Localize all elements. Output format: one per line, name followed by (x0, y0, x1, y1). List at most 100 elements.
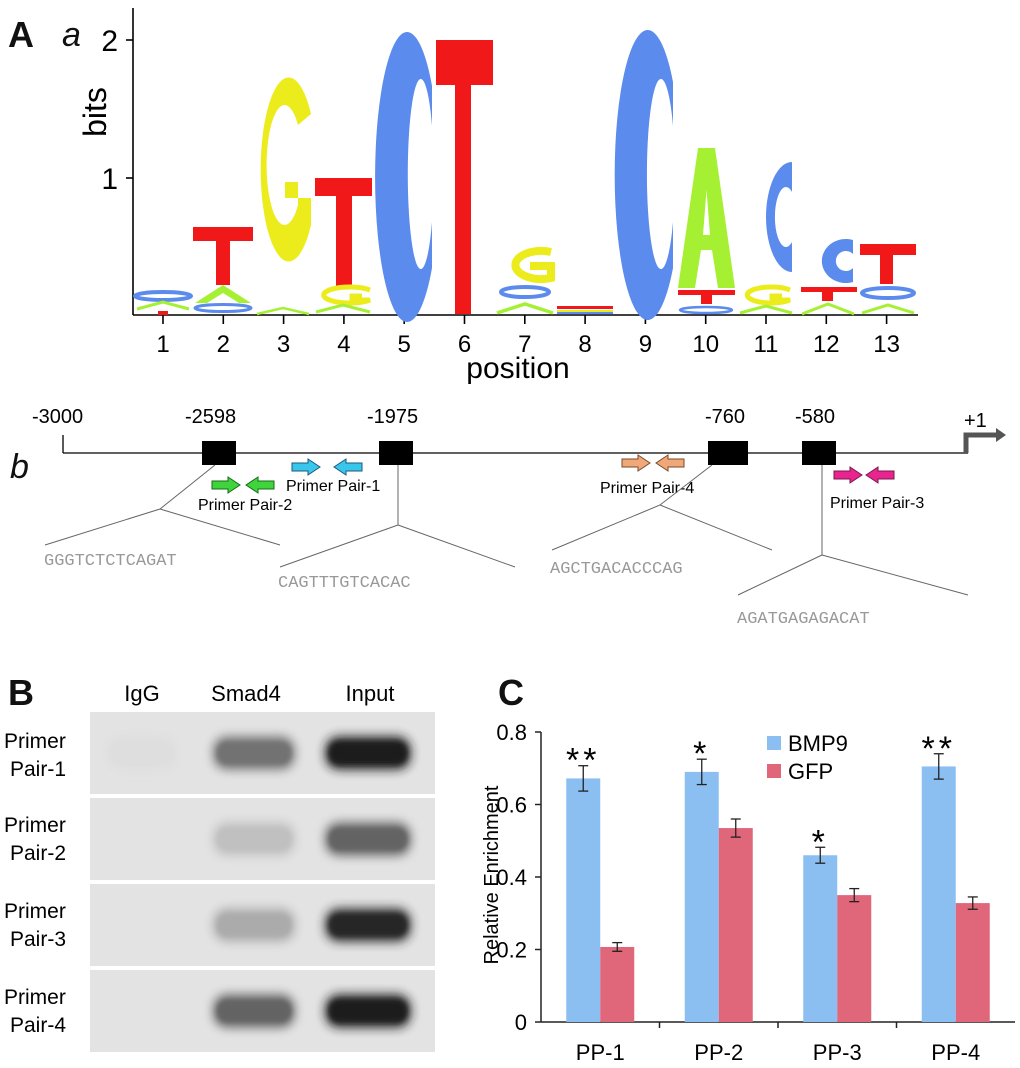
error-bar (578, 765, 589, 792)
sequence-1: GGGTCTCTCAGAT (44, 552, 177, 571)
logo-pos-5-stack (375, 31, 432, 323)
legend-label-bmp9: BMP9 (788, 731, 848, 756)
legend-swatch-gfp (767, 764, 781, 778)
chart-ytick-label: 0.4 (496, 865, 527, 890)
binding-site-580 (802, 441, 836, 465)
binding-site-2598 (202, 441, 236, 465)
tss-arrow (963, 432, 1000, 453)
logo-pos-6-stack (436, 40, 493, 314)
lane-label-input: Input (346, 681, 395, 706)
primer-pair-3-label: Primer Pair-3 (830, 495, 924, 512)
gel-band (329, 914, 407, 936)
gel-band (217, 914, 291, 936)
significance-marker: ** (566, 742, 600, 780)
logo-pos-10-stack (678, 148, 735, 315)
error-bar (815, 846, 826, 864)
error-bar (730, 818, 741, 838)
subpanel-label-b: b (10, 448, 29, 486)
gel-band (217, 1000, 291, 1022)
sequence-logo: 2 1 bits position 1 2 3 4 5 6 7 8 9 10 11 12 13 (77, 8, 918, 385)
bar-bmp9-pp-2 (684, 771, 719, 1022)
bar-bmp9-pp-4 (921, 766, 956, 1022)
chart-ytick-label: 0.2 (496, 938, 527, 963)
logo-position-label: 12 (813, 331, 840, 358)
panel-label-A: A (8, 14, 34, 55)
logo-pos-8-stack (557, 306, 613, 314)
significance-marker: * (693, 735, 710, 773)
logo-position-label: 4 (337, 331, 350, 358)
logo-ytick-1: 1 (101, 163, 118, 196)
logo-ytick-2: 2 (101, 25, 118, 58)
primer-pair-2-label: Primer Pair-2 (198, 497, 292, 514)
gel-band (329, 742, 407, 764)
binding-site-1975 (379, 441, 413, 465)
gel-band (329, 828, 407, 850)
panel-label-B: B (8, 672, 34, 713)
subpanel-label-a: a (62, 16, 81, 54)
chart-category-label: PP-1 (576, 1040, 625, 1065)
logo-y-label: bits (77, 87, 113, 137)
binding-site-760 (708, 441, 748, 465)
logo-position-label: 8 (578, 331, 591, 358)
row-4-label-line2: Pair-4 (10, 1014, 66, 1037)
row-3-label-line2: Pair-3 (10, 928, 66, 951)
chart-ytick-label: 0.8 (496, 720, 527, 745)
coord-minus2598: -2598 (185, 406, 236, 428)
logo-position-label: 3 (277, 331, 290, 358)
logo-pos-9-stack (614, 30, 673, 321)
chip-gel: IgG Smad4 Input Primer Pair-1 Primer Pai… (4, 681, 435, 1052)
coord-minus3000: -3000 (32, 406, 83, 428)
legend-label-gfp: GFP (788, 759, 833, 784)
significance-marker: ** (922, 730, 956, 768)
logo-pos-11-stack (739, 162, 793, 315)
error-bar (696, 758, 707, 786)
logo-position-label: 11 (754, 331, 779, 358)
chart-y-label: Relative Enrichment (481, 785, 503, 964)
lane-label-smad4: Smad4 (211, 681, 281, 706)
logo-position-label: 1 (156, 331, 169, 358)
row-1-label-line1: Primer (4, 730, 66, 753)
primer-pair-1-label: Primer Pair-1 (286, 478, 380, 495)
logo-pos-13-stack (860, 244, 916, 315)
logo-pos-3-stack (256, 77, 311, 316)
bar-gfp-pp-1 (600, 946, 635, 1022)
bar-bmp9-pp-1 (566, 778, 601, 1022)
gel-band (217, 828, 291, 850)
gel-band (217, 742, 291, 764)
logo-pos-2-stack (193, 227, 253, 313)
primer-pair-4-label: Primer Pair-4 (600, 480, 694, 497)
coord-minus580: -580 (795, 406, 835, 428)
lane-label-igg: IgG (124, 681, 159, 706)
error-bar (967, 896, 978, 910)
logo-pos-1-stack (133, 290, 193, 315)
row-2-label-line1: Primer (4, 814, 66, 837)
coord-tss: +1 (964, 410, 987, 432)
chart-category-label: PP-4 (931, 1040, 980, 1065)
logo-position-label: 10 (692, 331, 719, 358)
logo-position-label: 9 (639, 331, 652, 358)
gel-band (111, 742, 173, 764)
primer-pair-4-arrows (621, 454, 685, 472)
primer-pair-2-arrows (211, 476, 275, 494)
row-4-label-line1: Primer (4, 986, 66, 1009)
sequence-4: AGATGAGAGACAT (737, 610, 870, 629)
bar-gfp-pp-2 (718, 828, 753, 1022)
logo-position-label: 5 (398, 331, 411, 358)
error-bar (849, 887, 860, 903)
enrichment-chart: Relative Enrichment 0 0.2 0.4 0.6 0.8 PP-1 PP-… (481, 720, 1015, 1065)
bar-bmp9-pp-3 (803, 855, 838, 1022)
coord-minus1975: -1975 (367, 406, 418, 428)
row-3-label-line1: Primer (4, 900, 66, 923)
sequence-2: CAGTTTGTCACAC (278, 574, 411, 593)
logo-position-label: 7 (518, 331, 531, 358)
promoter-diagram: -3000 -2598 -1975 -760 -580 +1 Primer Pa… (32, 406, 1006, 629)
logo-pos-12-stack (801, 239, 857, 316)
chart-ytick-label: 0.6 (496, 793, 527, 818)
row-1-label-line2: Pair-1 (10, 758, 66, 781)
bar-gfp-pp-3 (837, 895, 872, 1022)
primer-pair-1-arrows (291, 458, 363, 476)
logo-letters (133, 30, 916, 323)
logo-position-label: 13 (873, 331, 900, 358)
logo-position-ticks: 1 2 3 4 5 6 7 8 9 10 11 12 13 (156, 315, 900, 358)
chart-category-label: PP-2 (694, 1040, 743, 1065)
